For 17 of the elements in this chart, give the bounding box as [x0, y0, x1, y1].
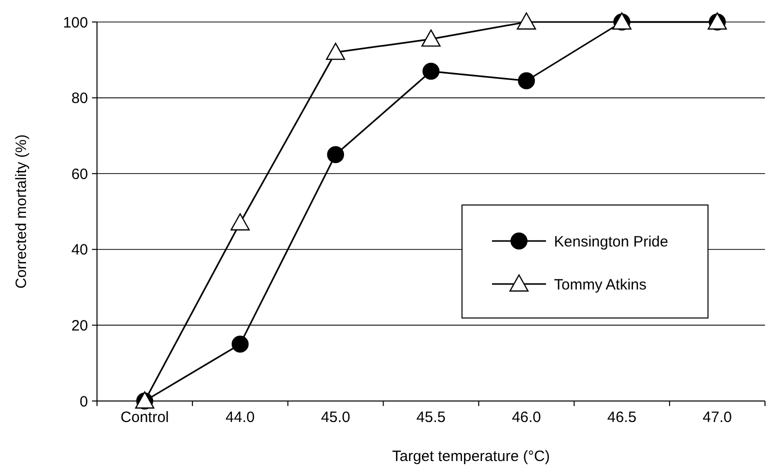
y-axis-title: Corrected mortality (%)	[13, 134, 30, 289]
x-tick-label: 46.5	[607, 409, 636, 426]
y-tick-label: 60	[71, 166, 88, 183]
x-tick-label: 47.0	[702, 409, 732, 426]
legend-label: Tommy Atkins	[554, 276, 647, 294]
y-tick-label: 20	[71, 317, 88, 334]
x-tick-label: Control	[120, 409, 169, 426]
y-tick-label: 0	[80, 393, 88, 410]
x-axis-title: Target temperature (°C)	[392, 448, 550, 465]
x-tick-label: 44.0	[226, 409, 255, 426]
x-tick-label: 45.5	[416, 409, 446, 426]
y-tick-label: 80	[71, 90, 88, 108]
x-tick-label: 45.0	[320, 409, 350, 426]
y-tick-label: 40	[71, 242, 88, 259]
legend-label: Kensington Pride	[554, 233, 668, 250]
x-tick-label: 46.0	[512, 409, 542, 426]
y-tick-label: 100	[62, 14, 88, 32]
